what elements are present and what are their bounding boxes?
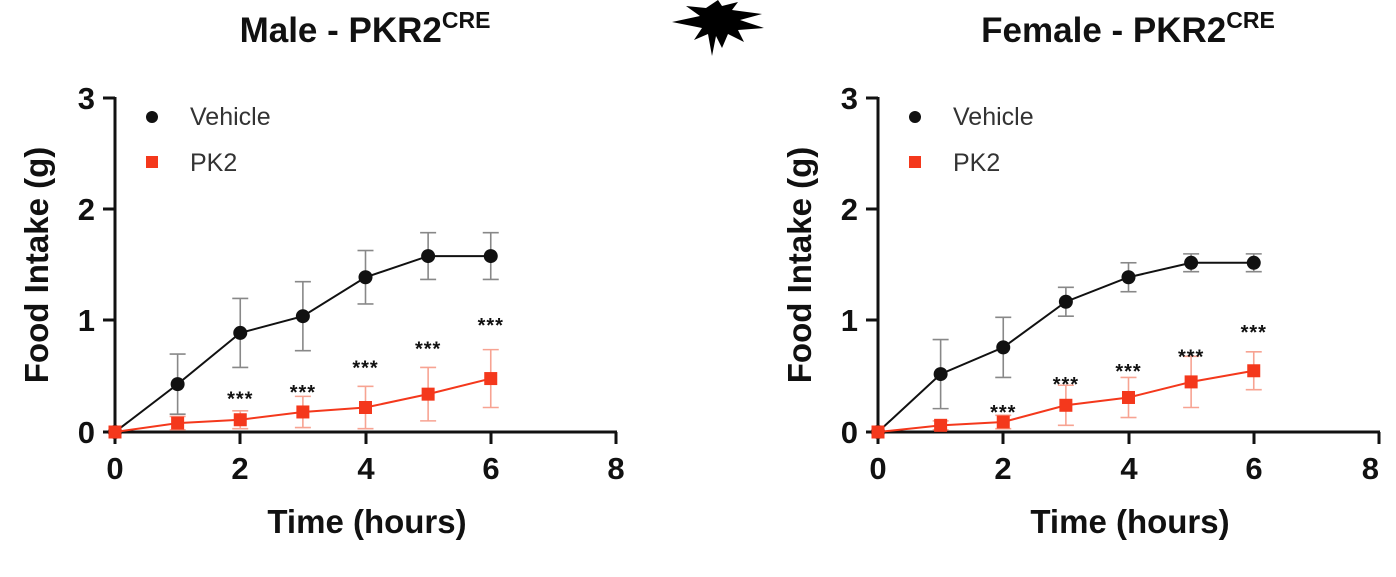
x-tick-label: 2 [994,451,1011,486]
chart-title-male: Male - PKR2CRE [240,7,491,50]
legend-label-vehicle: Vehicle [190,103,271,131]
y-tick-label: 0 [841,415,858,450]
x-tick-label: 2 [231,451,248,486]
data-point [933,367,948,382]
chart-title-female: Female - PKR2CRE [981,7,1275,50]
y-tick-label: 3 [78,81,95,116]
chart-panel-female: Female - PKR2CRE Food Intake (g) Time (h… [781,7,1381,540]
x-tick-labels-male: 0 2 4 6 8 [106,451,624,486]
series-pk2 [108,348,499,439]
data-point [359,401,372,415]
y-tick-label: 3 [841,81,858,116]
significance-label: *** [290,382,316,404]
series-pk2 [871,351,1262,439]
legend-marker-vehicle [146,111,158,123]
data-point [171,416,185,430]
y-tick-label: 0 [78,415,95,450]
legend-label-pk2: PK2 [953,149,1000,177]
y-tick-labels-male: 0 1 2 3 [78,81,95,450]
plot-area-male: *** *** *** *** *** [108,231,504,439]
y-tick-labels-female: 0 1 2 3 [841,81,858,450]
ink-splatter-icon [672,0,764,56]
legend-male: Vehicle PK2 [146,103,271,177]
legend-female: Vehicle PK2 [909,103,1034,177]
data-point [1184,255,1199,270]
data-point [484,372,498,386]
data-point [358,270,373,285]
x-tick-label: 0 [869,451,886,486]
plot-area-female: *** *** *** *** *** [871,253,1267,439]
x-tick-label: 8 [607,451,624,486]
x-axis-label-female: Time (hours) [1030,503,1229,540]
legend-marker-vehicle [909,111,921,123]
significance-label: *** [352,357,378,379]
chart-panel-male: Male - PKR2CRE Food Intake (g) Time (hou… [18,7,625,540]
data-point [421,249,436,264]
y-tick-label: 1 [841,303,858,338]
data-point [934,418,948,432]
x-tick-label: 0 [106,451,123,486]
significance-label: *** [415,339,441,361]
legend-marker-pk2 [146,156,158,168]
significance-label: *** [1241,322,1267,344]
data-point [996,340,1011,355]
x-tick-labels-female: 0 2 4 6 8 [869,451,1379,486]
data-point [1247,364,1261,378]
y-tick-label: 1 [78,303,95,338]
x-axis-label-male: Time (hours) [267,503,466,540]
legend-label-vehicle: Vehicle [953,103,1034,131]
data-point [108,425,122,439]
y-axis-label-male: Food Intake (g) [18,147,55,383]
data-point [170,377,185,392]
data-point [421,387,435,401]
x-tick-label: 8 [1362,451,1379,486]
significance-label: *** [1115,361,1141,383]
data-point [1059,398,1073,412]
significance-label: *** [1178,346,1204,368]
significance-label: *** [227,389,253,411]
data-point [483,249,498,264]
data-point [295,309,310,324]
significance-label: *** [478,315,504,337]
axes-male [103,96,618,444]
data-point [996,415,1010,429]
y-tick-label: 2 [841,192,858,227]
data-point [233,413,247,427]
data-point [233,325,248,340]
x-tick-label: 4 [357,451,375,486]
significance-label: *** [990,402,1016,424]
significance-label: *** [1053,374,1079,396]
y-tick-label: 2 [78,192,95,227]
x-tick-label: 4 [1120,451,1138,486]
legend-marker-pk2 [909,156,921,168]
x-tick-label: 6 [1245,451,1262,486]
x-tick-label: 6 [482,451,499,486]
data-point [1184,375,1198,389]
data-point [1122,390,1135,404]
data-point [1058,294,1073,309]
data-point [871,425,885,439]
data-point [1246,255,1261,270]
data-point [1121,270,1136,285]
data-point [296,405,310,419]
y-axis-label-female: Food Intake (g) [781,147,818,383]
legend-label-pk2: PK2 [190,149,237,177]
